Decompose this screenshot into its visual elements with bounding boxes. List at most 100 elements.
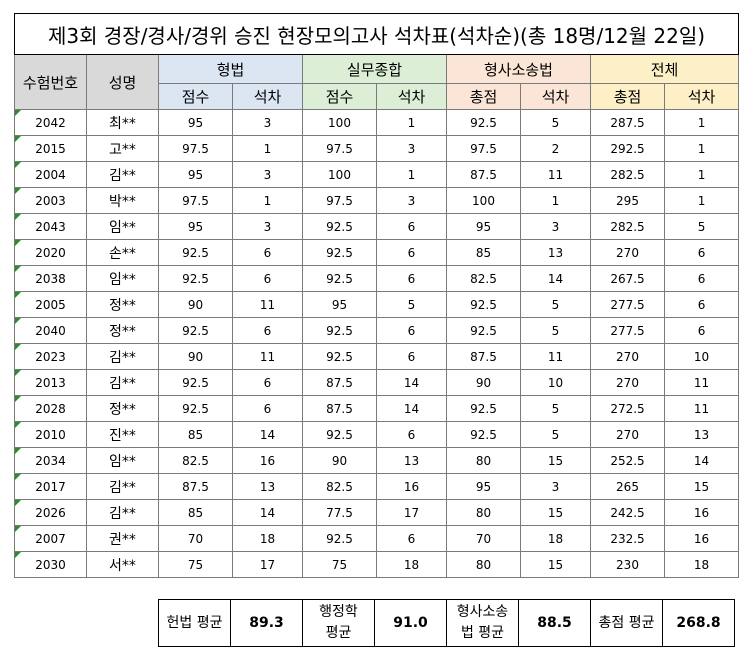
header-name: 성명 xyxy=(86,54,159,110)
cell-practice-rank: 6 xyxy=(376,421,447,448)
page-title: 제3회 경장/경사/경위 승진 현장모의고사 석차표(석차순)(총 18명/12… xyxy=(13,13,740,55)
table-row: 2042 최** 95 3 100 1 92.5 5 287.5 1 xyxy=(14,109,740,136)
cell-overall-total: 270 xyxy=(590,239,665,266)
cell-criminal-procedure-total: 92.5 xyxy=(446,109,521,136)
cell-criminal-procedure-total: 92.5 xyxy=(446,395,521,422)
cell-criminal-procedure-rank: 5 xyxy=(520,421,591,448)
cell-overall-total: 270 xyxy=(590,343,665,370)
summary-label-criminal-procedure-average: 형사소송 법 평균 xyxy=(446,599,519,647)
cell-overall-rank: 1 xyxy=(663,109,740,136)
table-row: 2023 김** 90 11 92.5 6 87.5 11 270 10 xyxy=(14,343,740,370)
cell-criminal-procedure-total: 95 xyxy=(446,473,521,500)
summary-label-line: 법 평균 xyxy=(460,625,505,641)
cell-criminal-law-score: 95 xyxy=(158,161,233,188)
cell-name: 김** xyxy=(86,473,159,500)
cell-criminal-law-score: 92.5 xyxy=(158,265,233,292)
cell-criminal-procedure-rank: 11 xyxy=(520,343,591,370)
cell-practice-rank: 5 xyxy=(376,291,447,318)
table-row: 2030 서** 75 17 75 18 80 15 230 18 xyxy=(14,551,740,578)
cell-criminal-law-score: 70 xyxy=(158,525,233,552)
cell-overall-rank: 15 xyxy=(663,473,740,500)
cell-criminal-law-rank: 6 xyxy=(232,265,303,292)
summary-value-total-average: 268.8 xyxy=(662,599,735,647)
cell-practice-rank: 6 xyxy=(376,213,447,240)
cell-criminal-law-score: 85 xyxy=(158,499,233,526)
cell-overall-total: 232.5 xyxy=(590,525,665,552)
header-sub: 총점 xyxy=(590,83,665,110)
table-row: 2026 김** 85 14 77.5 17 80 15 242.5 16 xyxy=(14,499,740,526)
cell-practice-score: 97.5 xyxy=(302,187,377,214)
cell-name: 정** xyxy=(86,395,159,422)
cell-criminal-procedure-rank: 18 xyxy=(520,525,591,552)
cell-name: 임** xyxy=(86,265,159,292)
cell-criminal-law-rank: 14 xyxy=(232,499,303,526)
cell-criminal-procedure-total: 95 xyxy=(446,213,521,240)
cell-practice-score: 92.5 xyxy=(302,525,377,552)
cell-criminal-law-rank: 6 xyxy=(232,239,303,266)
cell-criminal-procedure-rank: 15 xyxy=(520,551,591,578)
table-row: 2003 박** 97.5 1 97.5 3 100 1 295 1 xyxy=(14,187,740,214)
cell-practice-score: 92.5 xyxy=(302,265,377,292)
cell-exam-no: 2010 xyxy=(14,421,87,448)
cell-practice-score: 97.5 xyxy=(302,135,377,162)
cell-exam-no: 2040 xyxy=(14,317,87,344)
cell-criminal-procedure-rank: 5 xyxy=(520,317,591,344)
cell-practice-rank: 14 xyxy=(376,369,447,396)
cell-criminal-procedure-total: 92.5 xyxy=(446,317,521,344)
cell-criminal-procedure-rank: 13 xyxy=(520,239,591,266)
cell-criminal-procedure-total: 87.5 xyxy=(446,343,521,370)
cell-practice-rank: 18 xyxy=(376,551,447,578)
header-group-total: 전체 xyxy=(589,54,740,84)
cell-criminal-law-rank: 6 xyxy=(232,395,303,422)
cell-criminal-procedure-rank: 10 xyxy=(520,369,591,396)
cell-criminal-procedure-rank: 5 xyxy=(520,109,591,136)
summary-row: 헌법 평균 89.3 행정학 평균 91.0 형사소송 법 평균 88.5 총점 평균 268.8 xyxy=(158,599,735,647)
cell-criminal-law-rank: 6 xyxy=(232,317,303,344)
cell-overall-rank: 6 xyxy=(663,317,740,344)
cell-overall-total: 292.5 xyxy=(590,135,665,162)
header-sub: 석차 xyxy=(663,83,740,110)
cell-criminal-law-rank: 6 xyxy=(232,369,303,396)
cell-criminal-procedure-rank: 14 xyxy=(520,265,591,292)
cell-overall-rank: 6 xyxy=(663,291,740,318)
cell-criminal-law-rank: 16 xyxy=(232,447,303,474)
cell-practice-score: 92.5 xyxy=(302,421,377,448)
cell-practice-rank: 6 xyxy=(376,265,447,292)
cell-overall-rank: 1 xyxy=(663,135,740,162)
cell-name: 김** xyxy=(86,499,159,526)
cell-criminal-law-score: 90 xyxy=(158,343,233,370)
cell-criminal-procedure-total: 82.5 xyxy=(446,265,521,292)
summary-value-criminal-law-average: 89.3 xyxy=(230,599,303,647)
cell-practice-rank: 1 xyxy=(376,109,447,136)
cell-exam-no: 2034 xyxy=(14,447,87,474)
summary-label-practice-average: 행정학 평균 xyxy=(302,599,375,647)
table-row: 2004 김** 95 3 100 1 87.5 11 282.5 1 xyxy=(14,161,740,188)
cell-practice-score: 75 xyxy=(302,551,377,578)
cell-criminal-law-rank: 3 xyxy=(232,161,303,188)
cell-overall-rank: 18 xyxy=(663,551,740,578)
cell-criminal-law-rank: 3 xyxy=(232,109,303,136)
cell-name: 김** xyxy=(86,161,159,188)
cell-overall-total: 272.5 xyxy=(590,395,665,422)
cell-criminal-law-rank: 1 xyxy=(232,187,303,214)
cell-overall-total: 270 xyxy=(590,421,665,448)
cell-overall-rank: 11 xyxy=(663,369,740,396)
cell-criminal-procedure-rank: 3 xyxy=(520,473,591,500)
cell-criminal-law-rank: 17 xyxy=(232,551,303,578)
table-row: 2040 정** 92.5 6 92.5 6 92.5 5 277.5 6 xyxy=(14,317,740,344)
cell-criminal-procedure-rank: 1 xyxy=(520,187,591,214)
header-group-criminal-law: 형법 xyxy=(158,54,303,84)
header-sub: 총점 xyxy=(446,83,521,110)
cell-name: 김** xyxy=(86,369,159,396)
cell-overall-total: 277.5 xyxy=(590,317,665,344)
table-row: 2013 김** 92.5 6 87.5 14 90 10 270 11 xyxy=(14,369,740,396)
cell-criminal-law-rank: 3 xyxy=(232,213,303,240)
cell-practice-score: 87.5 xyxy=(302,395,377,422)
table-row: 2017 김** 87.5 13 82.5 16 95 3 265 15 xyxy=(14,473,740,500)
cell-name: 정** xyxy=(86,291,159,318)
cell-criminal-law-rank: 11 xyxy=(232,343,303,370)
cell-criminal-procedure-total: 100 xyxy=(446,187,521,214)
cell-name: 정** xyxy=(86,317,159,344)
cell-overall-rank: 16 xyxy=(663,499,740,526)
cell-name: 최** xyxy=(86,109,159,136)
